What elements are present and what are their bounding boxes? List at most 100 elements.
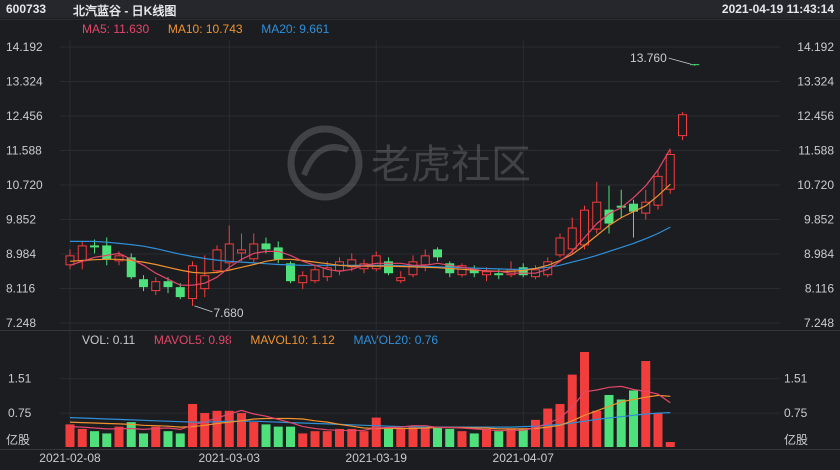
candle-body-up bbox=[298, 275, 308, 284]
candle-body-down bbox=[433, 249, 442, 258]
date-tick-label: 2021-03-19 bbox=[346, 451, 408, 465]
volume-bar-down bbox=[616, 399, 626, 447]
volume-bar-down bbox=[102, 433, 112, 447]
ma-lines-layer bbox=[69, 148, 671, 286]
candle-body-down bbox=[616, 205, 626, 208]
candle-body-up bbox=[335, 261, 344, 272]
volume-bar-up bbox=[359, 431, 369, 447]
candle-body-up bbox=[322, 267, 332, 278]
mavol20-legend: MAVOL20: 0.76 bbox=[353, 333, 439, 347]
candle-body-up bbox=[77, 245, 87, 262]
mavol20-line bbox=[69, 412, 671, 428]
candle-body-down bbox=[469, 269, 479, 274]
volume-bar-up bbox=[237, 413, 246, 447]
ma20-line bbox=[70, 226, 671, 270]
candle-body-up bbox=[151, 281, 161, 292]
candle-body-down bbox=[494, 273, 504, 276]
candle-body-down bbox=[175, 287, 185, 298]
volume-legend: VOL: 0.11 MAVOL5: 0.98 MAVOL10: 1.12 MAV… bbox=[82, 333, 438, 347]
price-tick-label-right: 12.456 bbox=[797, 109, 834, 123]
price-tick-label-left: 7.248 bbox=[6, 316, 36, 330]
watermark-text: 老虎社区 bbox=[371, 143, 531, 187]
volume-bar-up bbox=[482, 428, 491, 447]
bottom-divider bbox=[0, 449, 840, 450]
volume-bar-up bbox=[420, 426, 430, 447]
volume-bar-down bbox=[286, 426, 295, 447]
watermark-logo-stroke bbox=[301, 144, 350, 177]
volume-bar-down bbox=[175, 433, 185, 447]
candle-body-down bbox=[163, 281, 173, 288]
low-price-label: 7.680 bbox=[214, 306, 244, 320]
price-tick-label-left: 9.852 bbox=[6, 213, 36, 227]
candle-body-down bbox=[604, 209, 614, 224]
candle-body-up bbox=[653, 175, 663, 206]
candle-body-up bbox=[580, 209, 589, 246]
candle-body-up bbox=[678, 114, 687, 137]
price-tick-label-right: 11.588 bbox=[798, 144, 834, 158]
candle-body-down bbox=[384, 261, 393, 274]
candle-body-down bbox=[126, 257, 136, 278]
mavol10-legend: MAVOL10: 1.12 bbox=[250, 333, 335, 347]
price-tick-label-right: 8.116 bbox=[805, 282, 834, 296]
watermark: 老虎社区 bbox=[287, 125, 531, 201]
candle-body-down bbox=[273, 247, 283, 260]
volume-bar-down bbox=[163, 431, 173, 447]
volume-bar-up bbox=[396, 428, 406, 447]
volume-tick-label-right: 0.75 bbox=[784, 406, 808, 420]
ma20-legend: MA20: 9.661 bbox=[261, 22, 330, 36]
ma5-legend: MA5: 11.630 bbox=[82, 22, 150, 36]
candle-body-up bbox=[347, 259, 357, 268]
volume-bar-up bbox=[653, 413, 663, 447]
date-tick-label: 2021-04-07 bbox=[493, 451, 555, 465]
annotations-layer: 13.760 7.680 bbox=[194, 51, 691, 320]
volume-tick-label-left: 1.51 bbox=[8, 372, 32, 386]
volume-bar-up bbox=[506, 428, 516, 447]
low-pointer bbox=[194, 305, 213, 313]
volume-bar-up bbox=[641, 361, 651, 447]
volume-bar-up bbox=[580, 352, 589, 447]
volume-bar-down bbox=[273, 426, 283, 447]
price-tick-label-right: 8.984 bbox=[804, 247, 834, 261]
candle-body-up bbox=[457, 265, 467, 276]
ma5-line bbox=[69, 148, 671, 286]
candle-body-up bbox=[310, 269, 320, 282]
volume-bar-down bbox=[494, 431, 504, 447]
high-price-label: 13.760 bbox=[630, 51, 667, 65]
price-tick-label-left: 10.720 bbox=[6, 178, 43, 192]
mavol5-line bbox=[69, 385, 671, 432]
volume-bar-down bbox=[433, 426, 442, 447]
volume-bar-up bbox=[335, 428, 344, 447]
timestamp: 2021-04-19 11:43:14 bbox=[721, 2, 834, 16]
high-pointer bbox=[668, 57, 691, 65]
price-ma-legend: MA5: 11.630 MA10: 10.743 MA20: 9.661 bbox=[82, 22, 329, 36]
candle-body-up bbox=[482, 271, 491, 276]
grid-lines bbox=[0, 19, 840, 450]
volume-bar-down bbox=[139, 433, 148, 447]
volume-bar-up bbox=[408, 426, 418, 447]
stock-code: 600733 bbox=[6, 2, 47, 16]
volume-bars-layer bbox=[65, 352, 675, 447]
price-tick-label-right: 13.324 bbox=[797, 75, 834, 89]
volume-tick-label-left: 0.75 bbox=[8, 406, 32, 420]
vol-legend: VOL: 0.11 bbox=[82, 333, 136, 347]
volume-bar-down bbox=[469, 433, 479, 447]
volume-bar-down bbox=[90, 431, 99, 447]
volume-unit-right: 亿股 bbox=[784, 432, 808, 447]
candle-body-up bbox=[408, 261, 418, 276]
price-tick-label-left: 12.456 bbox=[6, 109, 43, 123]
volume-bar-up bbox=[567, 374, 577, 447]
candle-body-up bbox=[249, 243, 259, 260]
ma10-legend: MA10: 10.743 bbox=[167, 22, 243, 36]
panel-divider bbox=[0, 330, 840, 331]
candle-body-down bbox=[518, 267, 528, 276]
candle-body-up bbox=[200, 275, 210, 290]
price-tick-label-left: 14.192 bbox=[6, 40, 43, 54]
candle-body-down bbox=[286, 263, 295, 282]
volume-bar-up bbox=[347, 428, 357, 447]
volume-tick-label-right: 1.51 bbox=[784, 372, 808, 386]
price-tick-label-right: 14.192 bbox=[797, 40, 834, 54]
top-divider bbox=[0, 19, 840, 20]
volume-bar-down bbox=[518, 428, 528, 447]
volume-bar-down bbox=[261, 424, 271, 447]
